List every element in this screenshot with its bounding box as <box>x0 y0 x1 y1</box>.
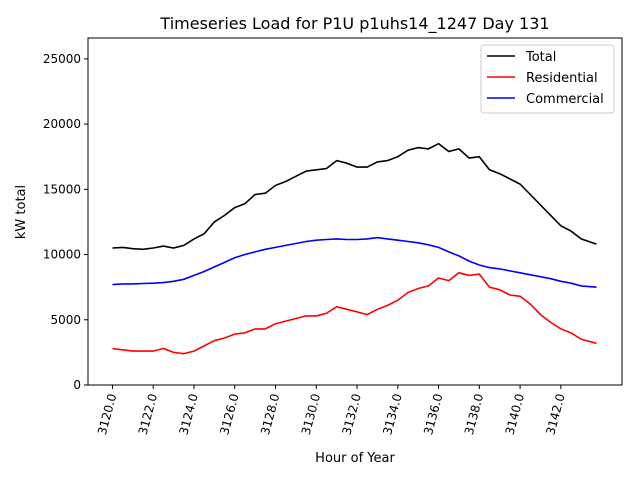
x-tick-label: 3134.0 <box>380 392 404 436</box>
x-tick-label: 3124.0 <box>176 392 200 436</box>
legend-label: Total <box>525 50 556 65</box>
x-tick-label: 3122.0 <box>136 392 160 436</box>
legend-label: Commercial <box>526 92 604 107</box>
y-tick-label: 10000 <box>43 248 81 262</box>
series-line-residential <box>112 271 597 355</box>
y-tick-label: 5000 <box>50 313 81 327</box>
y-tick-label: 20000 <box>43 117 81 131</box>
x-tick-label: 3128.0 <box>258 392 282 436</box>
x-axis-label: Hour of Year <box>315 451 395 466</box>
series-line-total <box>112 142 597 251</box>
x-tick-label: 3132.0 <box>340 392 364 436</box>
chart-title: Timeseries Load for P1U p1uhs14_1247 Day… <box>159 14 549 34</box>
y-tick-label: 0 <box>73 378 81 392</box>
y-tick-label: 25000 <box>43 52 81 66</box>
plot-area <box>87 37 623 386</box>
y-axis-label: kW total <box>14 185 29 239</box>
x-tick-label: 3126.0 <box>217 392 241 436</box>
x-tick-label: 3142.0 <box>543 392 567 436</box>
legend: Total Residential Commercial <box>480 44 615 114</box>
series-line-commercial <box>112 236 597 288</box>
x-tick-label: 3136.0 <box>421 392 445 436</box>
legend-box <box>480 44 615 114</box>
y-tick-label: 15000 <box>43 182 81 196</box>
x-tick-label: 3120.0 <box>95 392 119 436</box>
x-tick-label: 3130.0 <box>299 392 323 436</box>
x-tick-label: 3140.0 <box>503 392 527 436</box>
x-tick-label: 3138.0 <box>462 392 486 436</box>
legend-label: Residential <box>526 71 598 86</box>
